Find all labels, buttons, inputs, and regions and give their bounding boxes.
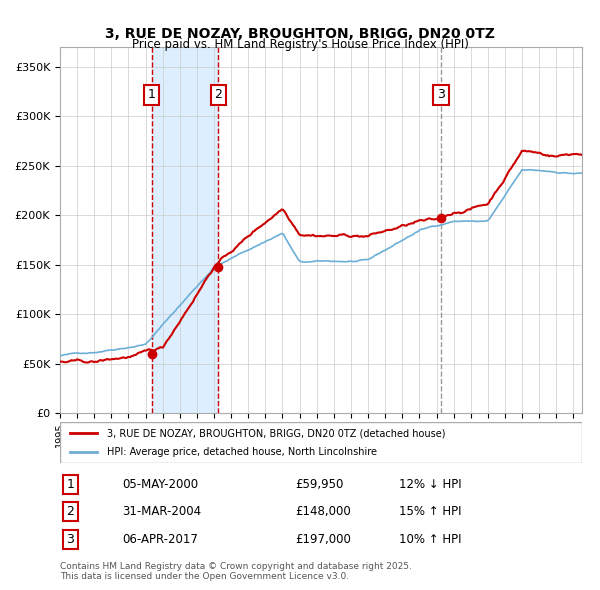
Text: 10% ↑ HPI: 10% ↑ HPI: [400, 533, 462, 546]
Bar: [152, 47, 218, 413]
FancyBboxPatch shape: [60, 422, 582, 463]
Text: 15% ↑ HPI: 15% ↑ HPI: [400, 505, 462, 519]
Text: 1: 1: [148, 88, 155, 101]
Text: £148,000: £148,000: [295, 505, 350, 519]
Text: £197,000: £197,000: [295, 533, 351, 546]
Text: 06-APR-2017: 06-APR-2017: [122, 533, 199, 546]
Text: Price paid vs. HM Land Registry's House Price Index (HPI): Price paid vs. HM Land Registry's House …: [131, 38, 469, 51]
Text: 2: 2: [214, 88, 222, 101]
Text: 1: 1: [67, 478, 74, 491]
Text: HPI: Average price, detached house, North Lincolnshire: HPI: Average price, detached house, Nort…: [107, 447, 377, 457]
Text: 2: 2: [67, 505, 74, 519]
Text: 3: 3: [67, 533, 74, 546]
Text: 3, RUE DE NOZAY, BROUGHTON, BRIGG, DN20 0TZ (detached house): 3, RUE DE NOZAY, BROUGHTON, BRIGG, DN20 …: [107, 428, 445, 438]
Text: 12% ↓ HPI: 12% ↓ HPI: [400, 478, 462, 491]
Text: 31-MAR-2004: 31-MAR-2004: [122, 505, 202, 519]
Text: Contains HM Land Registry data © Crown copyright and database right 2025.
This d: Contains HM Land Registry data © Crown c…: [60, 562, 412, 581]
Text: £59,950: £59,950: [295, 478, 343, 491]
Text: 3, RUE DE NOZAY, BROUGHTON, BRIGG, DN20 0TZ: 3, RUE DE NOZAY, BROUGHTON, BRIGG, DN20 …: [105, 27, 495, 41]
Text: 05-MAY-2000: 05-MAY-2000: [122, 478, 199, 491]
Text: 3: 3: [437, 88, 445, 101]
